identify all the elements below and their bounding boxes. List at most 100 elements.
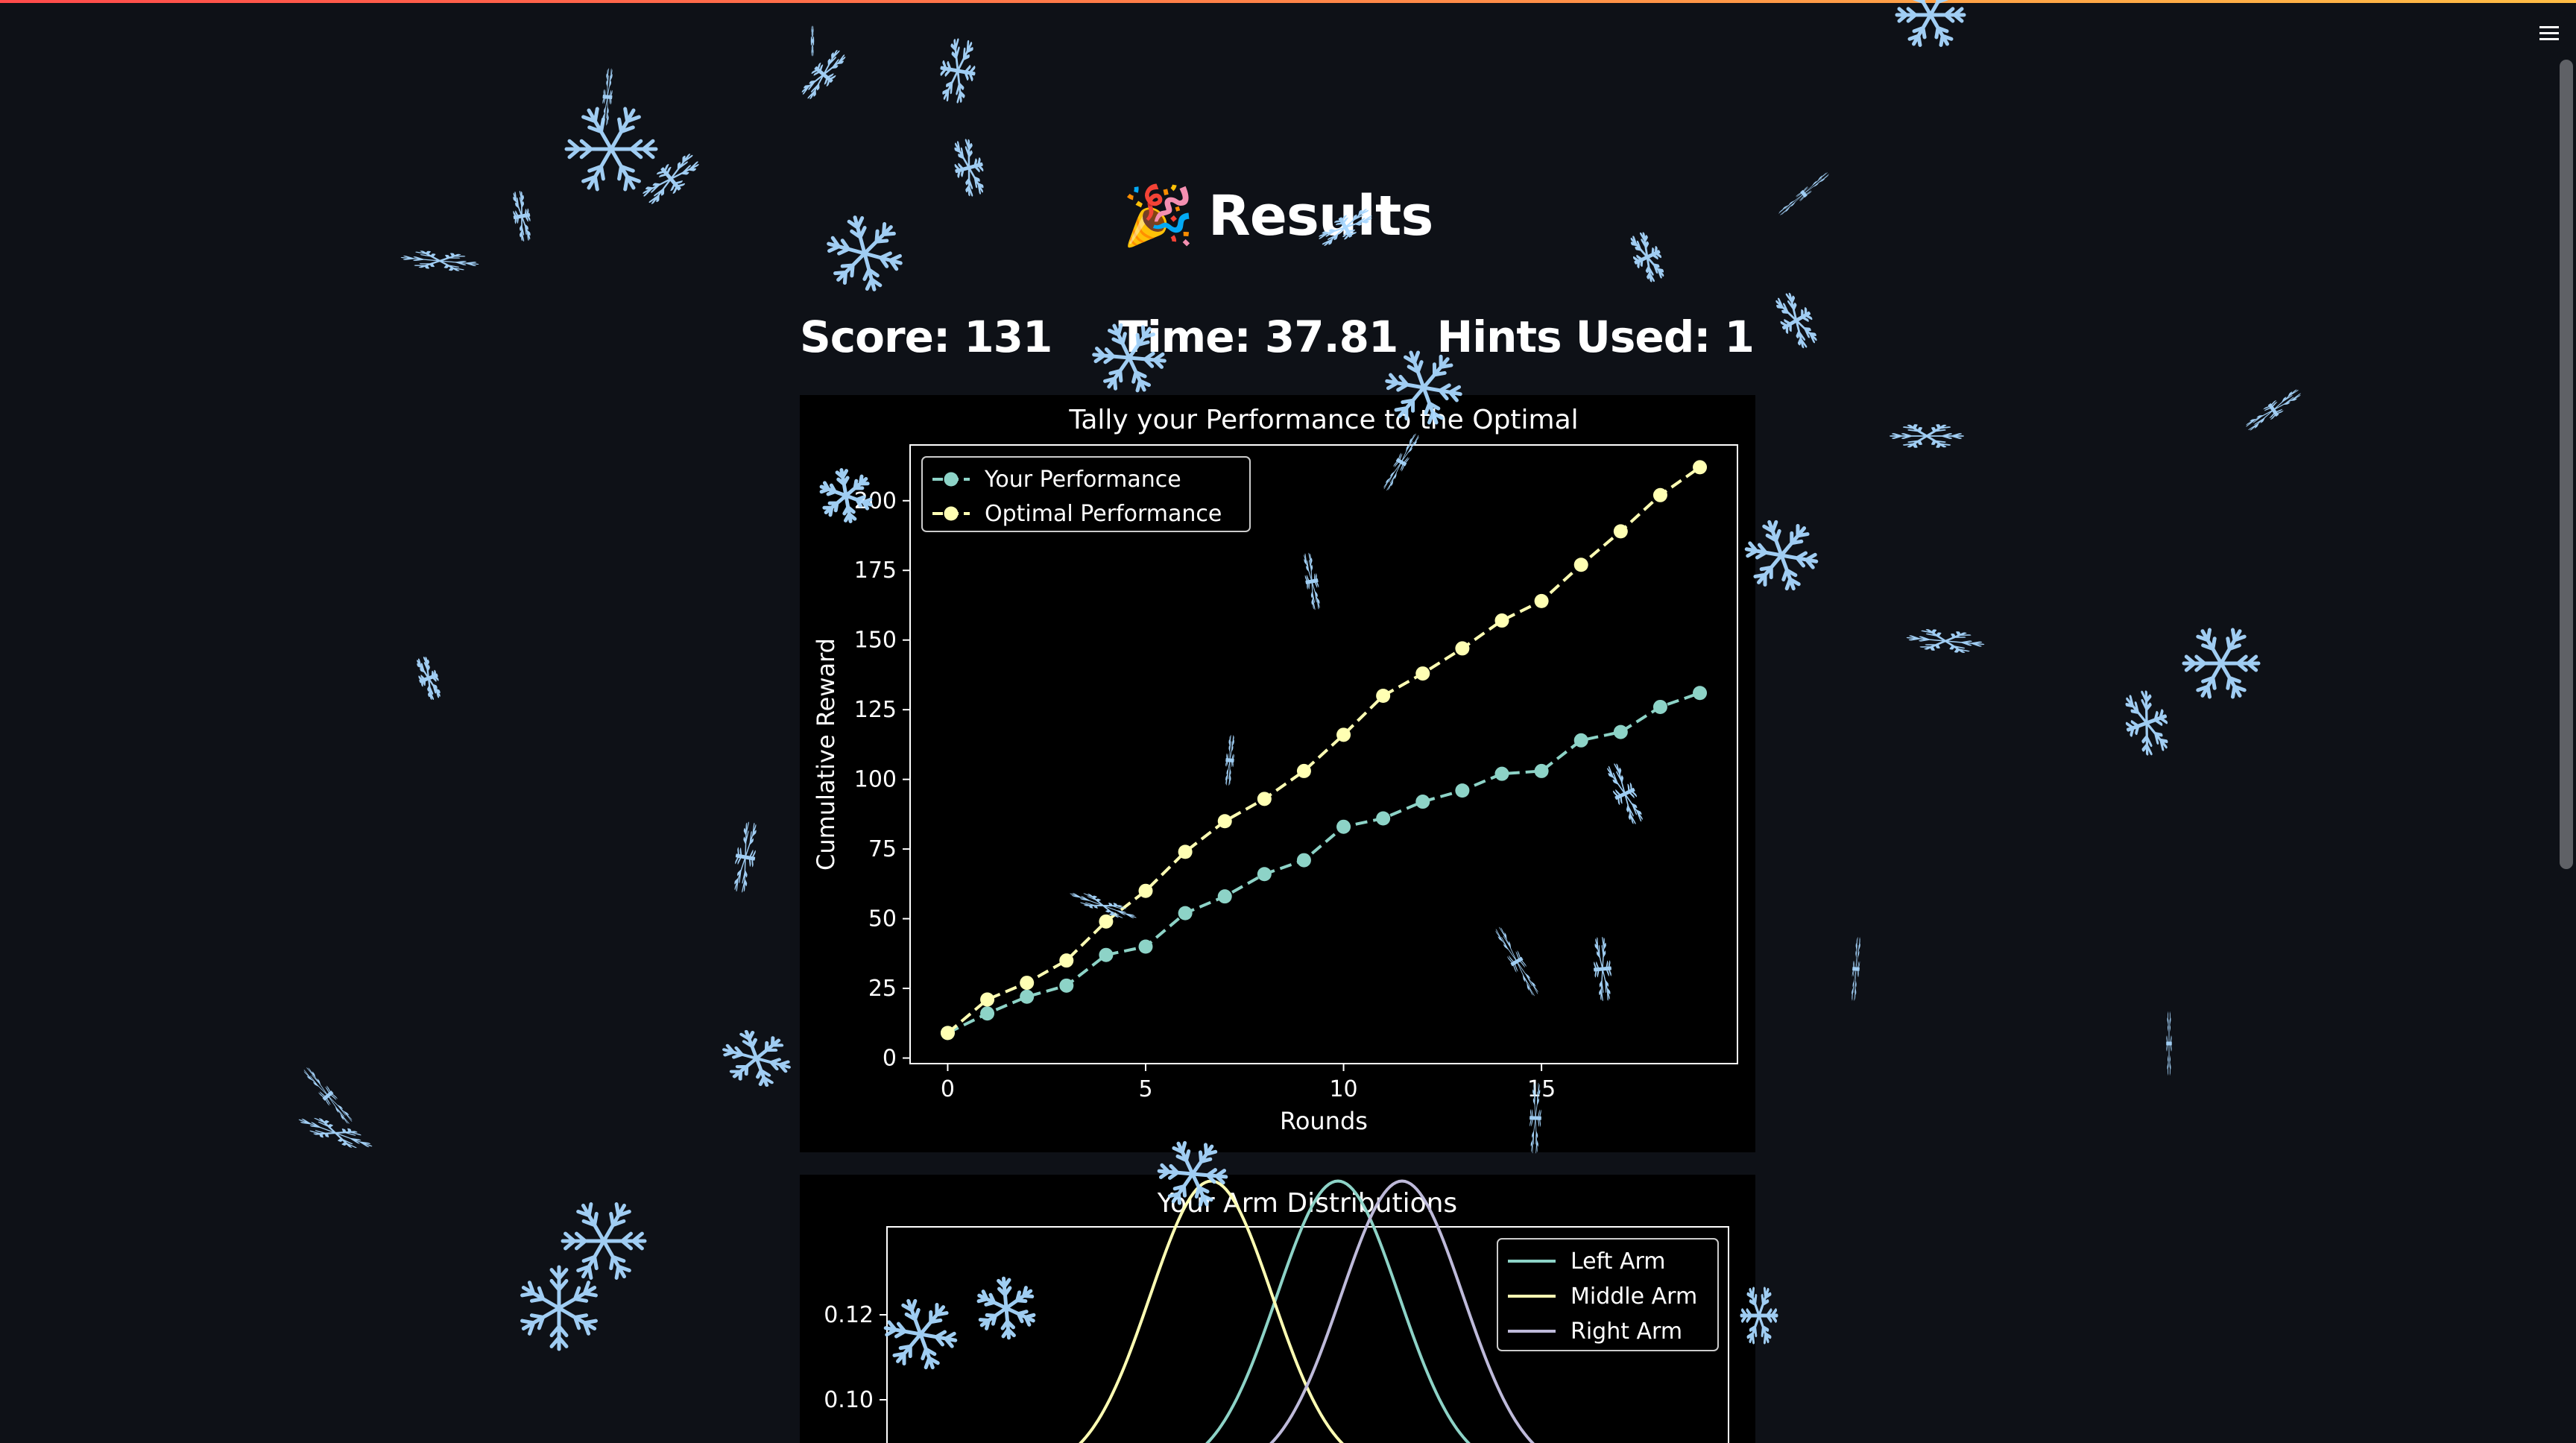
y-tick-label: 25	[868, 976, 897, 1002]
data-point-series-1	[1693, 460, 1707, 474]
snowflake-arm	[611, 149, 639, 189]
snowflake-arm	[602, 91, 607, 102]
distribution-curve-0	[1144, 1181, 1532, 1443]
x-tick-label: 15	[1527, 1076, 1556, 1102]
snowflake-arm	[522, 215, 531, 239]
snowflake-arm	[1945, 641, 1969, 653]
snowflake-arm	[2184, 657, 2221, 670]
snowflake-icon	[563, 1204, 645, 1278]
scrollbar-thumb[interactable]	[2560, 60, 2573, 869]
snowflake-arm	[306, 1068, 331, 1096]
legend-label: Middle Arm	[1570, 1283, 1697, 1310]
snowflake-arm	[1796, 316, 1818, 344]
snowflake-arm	[1759, 1316, 1770, 1342]
snowflake-icon	[718, 1026, 795, 1090]
y-tick-label: 0.12	[824, 1302, 874, 1328]
snowflake-arm	[940, 62, 959, 77]
snowflake-arm	[513, 193, 522, 217]
snowflake-icon	[1897, 0, 1964, 45]
snowflake-arm	[1781, 549, 1818, 568]
snowflake-arm	[1799, 190, 1811, 200]
data-point-series-1	[1139, 884, 1153, 898]
snowflake-arm	[2147, 719, 2169, 751]
snowflake-arm	[739, 857, 751, 891]
data-point-series-1	[1574, 558, 1588, 572]
data-point-series-0	[1494, 767, 1509, 781]
snowflake-arm	[1779, 192, 1804, 213]
y-tick-label: 125	[854, 697, 897, 723]
snowflake-arm	[751, 1058, 777, 1087]
legend-marker	[944, 507, 959, 521]
snowflake-arm	[563, 1234, 604, 1248]
legend-marker	[944, 473, 959, 487]
data-point-series-0	[1653, 700, 1667, 714]
snowflake-arm	[2169, 1038, 2172, 1049]
snowflake-arm	[1853, 969, 1857, 1000]
snowflake-arm	[1927, 434, 1963, 438]
time-stat: Time: 37.81	[1118, 312, 1436, 379]
data-point-series-1	[1218, 814, 1232, 828]
snowflake-arm	[335, 1125, 360, 1140]
snowflake-arm	[2273, 393, 2300, 414]
snowflake-arm	[416, 259, 440, 269]
snowflake-icon	[730, 823, 760, 892]
snowflake-icon	[302, 1067, 353, 1125]
snowflake-icon	[2245, 387, 2302, 432]
page-scrollbar[interactable]	[2555, 0, 2576, 1440]
main-content: 🎉 Results Score: 131 Time: 37.81 Hints U…	[800, 149, 1755, 1440]
snowflake-arm	[2126, 717, 2149, 735]
snowflake-arm	[723, 1045, 758, 1063]
snowflake-icon	[1770, 290, 1823, 351]
snowflake-icon	[1778, 172, 1829, 216]
snowflake-icon	[2184, 630, 2258, 697]
data-point-series-1	[1099, 915, 1113, 929]
y-axis-label: Cumulative Reward	[812, 638, 840, 871]
data-point-series-1	[941, 1026, 955, 1040]
data-point-series-1	[1494, 613, 1509, 628]
data-point-series-1	[980, 993, 994, 1007]
score-stat: Score: 131	[800, 312, 1118, 379]
snowflake-arm	[735, 849, 746, 864]
snowflake-arm	[402, 256, 440, 262]
snowflake-icon	[811, 28, 814, 54]
snowflake-arm	[1892, 434, 1928, 438]
snowflake-arm	[417, 250, 441, 261]
snowflake-icon	[413, 657, 443, 701]
snowflake-arm	[1945, 631, 1969, 643]
snowflake-arm	[566, 141, 611, 157]
snowflake-arm	[537, 1263, 577, 1308]
snowflake-arm	[605, 97, 610, 124]
snowflake-arm	[811, 38, 812, 43]
snowflake-arm	[1908, 636, 1945, 643]
results-heading: Results	[1208, 184, 1433, 248]
snowflake-arm	[604, 1234, 645, 1248]
snowflake-arm	[2247, 406, 2273, 427]
party-popper-icon: 🎉	[1123, 187, 1195, 245]
snowflake-icon	[505, 1256, 613, 1361]
snowflake-arm	[2198, 630, 2221, 663]
snowflake-arm	[820, 70, 835, 85]
snowflake-arm	[1904, 436, 1927, 447]
snowflake-arm	[942, 69, 958, 101]
snowflake-arm	[739, 823, 751, 857]
snowflake-arm	[514, 212, 523, 222]
x-tick-label: 10	[1329, 1076, 1357, 1102]
data-point-series-1	[1376, 689, 1390, 703]
snowflake-arm	[2169, 1043, 2171, 1074]
y-tick-label: 175	[854, 558, 897, 584]
data-point-series-1	[1653, 488, 1667, 502]
data-point-series-0	[1614, 725, 1628, 739]
snowflake-arm	[2169, 1014, 2171, 1044]
snowflake-arm	[818, 50, 841, 75]
snowflake-arm	[604, 1204, 629, 1242]
snowflake-arm	[519, 1295, 559, 1340]
snowflake-arm	[947, 40, 963, 71]
snowflake-arm	[607, 92, 612, 103]
snowflake-arm	[2271, 389, 2298, 410]
data-point-series-1	[1336, 727, 1351, 742]
snowflake-arm	[325, 1096, 350, 1123]
snowflake-icon	[566, 109, 656, 189]
snowflake-arm	[521, 210, 531, 221]
snowflake-arm	[1945, 639, 1983, 646]
